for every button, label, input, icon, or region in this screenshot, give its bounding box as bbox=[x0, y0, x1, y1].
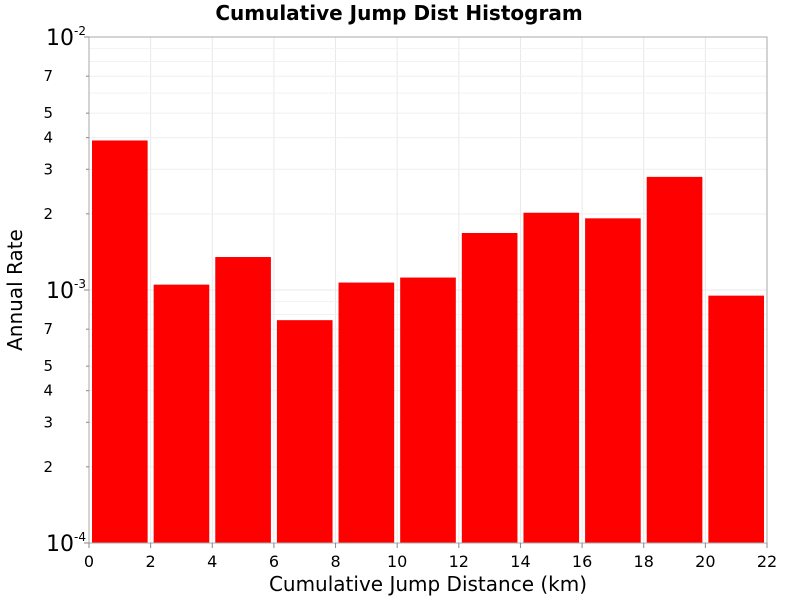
y-minor-tick-label: 7 bbox=[43, 320, 53, 338]
x-axis-label: Cumulative Jump Distance (km) bbox=[269, 572, 587, 596]
y-minor-tick-label: 5 bbox=[43, 357, 53, 375]
y-minor-tick-label: 2 bbox=[43, 458, 53, 476]
x-tick-label: 4 bbox=[207, 552, 217, 571]
histogram-bar bbox=[400, 277, 456, 543]
y-minor-tick-label: 7 bbox=[43, 67, 53, 85]
x-tick-label: 10 bbox=[387, 552, 407, 571]
histogram-bar bbox=[646, 176, 703, 543]
y-minor-tick-label: 4 bbox=[43, 129, 53, 147]
x-tick-label: 8 bbox=[330, 552, 340, 571]
y-minor-tick-label: 5 bbox=[43, 104, 53, 122]
x-tick-label: 18 bbox=[634, 552, 654, 571]
histogram-bar bbox=[461, 232, 518, 543]
y-tick-exponent: -2 bbox=[74, 24, 86, 38]
x-tick-label: 20 bbox=[695, 552, 715, 571]
histogram-bar bbox=[708, 295, 764, 543]
histogram-bar bbox=[153, 284, 210, 543]
y-minor-tick-label: 3 bbox=[43, 160, 53, 178]
x-tick-label: 2 bbox=[146, 552, 156, 571]
histogram-bar bbox=[523, 212, 580, 544]
y-tick-label: 10 bbox=[46, 279, 74, 304]
x-tick-label: 16 bbox=[572, 552, 592, 571]
bars bbox=[92, 140, 764, 544]
x-axis-ticks: 0 2 4 6 8 10 12 14 16 18 20 22 bbox=[84, 543, 777, 571]
y-tick-label: 10 bbox=[46, 532, 74, 557]
x-tick-label: 14 bbox=[510, 552, 530, 571]
y-tick-exponent: -3 bbox=[74, 277, 86, 291]
y-tick-label: 10 bbox=[46, 26, 74, 51]
x-tick-label: 6 bbox=[269, 552, 279, 571]
histogram-bar bbox=[585, 218, 641, 544]
y-minor-tick-label: 4 bbox=[43, 382, 53, 400]
y-axis-label: Annual Rate bbox=[3, 229, 27, 351]
histogram-bar bbox=[215, 257, 271, 543]
x-tick-label: 12 bbox=[449, 552, 469, 571]
x-tick-label: 22 bbox=[757, 552, 777, 571]
x-tick-label: 0 bbox=[84, 552, 94, 571]
histogram-bar bbox=[338, 282, 395, 543]
histogram-bar bbox=[276, 320, 333, 543]
chart-title: Cumulative Jump Dist Histogram bbox=[215, 1, 582, 25]
y-tick-exponent: -4 bbox=[74, 530, 86, 544]
y-minor-tick-label: 2 bbox=[43, 205, 53, 223]
y-minor-tick-label: 3 bbox=[43, 413, 53, 431]
histogram-bar bbox=[92, 140, 148, 544]
